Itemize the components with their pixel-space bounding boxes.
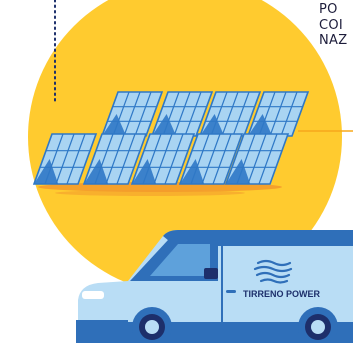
van-brand-text: TIRRENO POWER	[243, 289, 321, 299]
solar-panels-back-row	[100, 91, 310, 137]
caption-line-1: PO	[319, 2, 338, 17]
rear-wheel	[298, 307, 338, 343]
solar-panel	[32, 133, 98, 185]
side-mirror	[204, 268, 218, 279]
headlight	[82, 291, 104, 299]
solar-panels-front-row	[32, 133, 290, 185]
solar-panel	[100, 91, 164, 137]
solar-panel	[246, 91, 310, 137]
solar-panel	[178, 133, 244, 185]
solar-panel	[150, 91, 214, 137]
front-wheel	[132, 307, 172, 343]
waves-logo-icon	[253, 259, 293, 284]
caption-line-3: NAZ	[319, 33, 348, 48]
solar-panel	[224, 133, 290, 185]
solar-panel	[82, 133, 148, 185]
caption-line-2: COI	[319, 17, 344, 33]
caption-text: PO COI NAZ	[319, 2, 347, 49]
solar-panel	[130, 133, 196, 185]
van	[76, 230, 353, 343]
